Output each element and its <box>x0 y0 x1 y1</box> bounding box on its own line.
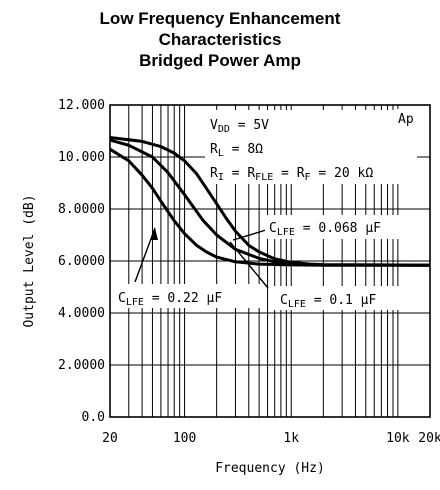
annotation-bg-0.22 <box>114 284 262 308</box>
x-tick-label: 20k <box>418 431 440 446</box>
annotation-bg-0.1 <box>274 286 412 310</box>
x-axis-label: Frequency (Hz) <box>215 461 325 476</box>
y-tick-label: 0.0 <box>82 410 105 425</box>
annotation-clfe-0.068: CLFE = 0.068 μF <box>269 221 381 238</box>
watermark-ap: Ap <box>398 112 414 127</box>
x-tick-label: 1k <box>283 431 299 446</box>
x-tick-label: 10k <box>386 431 410 446</box>
series-line-2 <box>109 136 431 267</box>
condition-rl: RL = 8Ω <box>210 142 263 159</box>
condition-vdd: VDD = 5V <box>210 118 269 135</box>
arrowhead-0.22 <box>150 228 158 240</box>
annotation-clfe-0.22: CLFE = 0.22 μF <box>118 291 222 308</box>
y-tick-label: 2.0000 <box>58 358 105 373</box>
condition-resistors: RI = RFLE = RF = 20 kΩ <box>210 166 373 183</box>
annotation-clfe-0.1: CLFE = 0.1 μF <box>280 293 377 310</box>
chart-title-line-2: Characteristics <box>158 30 282 49</box>
series-line-1 <box>109 138 431 267</box>
leader-line-0.068 <box>232 229 267 241</box>
leader-line-0.1 <box>229 241 269 289</box>
y-tick-label: 12.000 <box>58 98 105 113</box>
chart-title-line-3: Bridged Power Amp <box>139 51 301 70</box>
annotation-bg-0.068 <box>265 215 423 239</box>
chart-title-line-1: Low Frequency Enhancement <box>99 9 341 28</box>
y-tick-label: 8.0000 <box>58 202 105 217</box>
series-lines <box>109 136 431 267</box>
y-tick-label: 4.0000 <box>58 306 105 321</box>
conditions-box-bg <box>205 110 417 184</box>
x-tick-label: 100 <box>173 431 196 446</box>
y-axis-label: Output Level (dB) <box>22 194 37 327</box>
y-tick-label: 10.000 <box>58 150 105 165</box>
watermark-bg <box>395 109 425 127</box>
x-tick-label: 20 <box>102 431 118 446</box>
y-tick-label: 6.0000 <box>58 254 105 269</box>
plot-frame <box>109 104 431 418</box>
axis-ticks: 0.0 2.0000 4.0000 6.0000 8.0000 10.000 12.000 2… <box>58 98 440 446</box>
series-line-0 <box>109 147 430 267</box>
